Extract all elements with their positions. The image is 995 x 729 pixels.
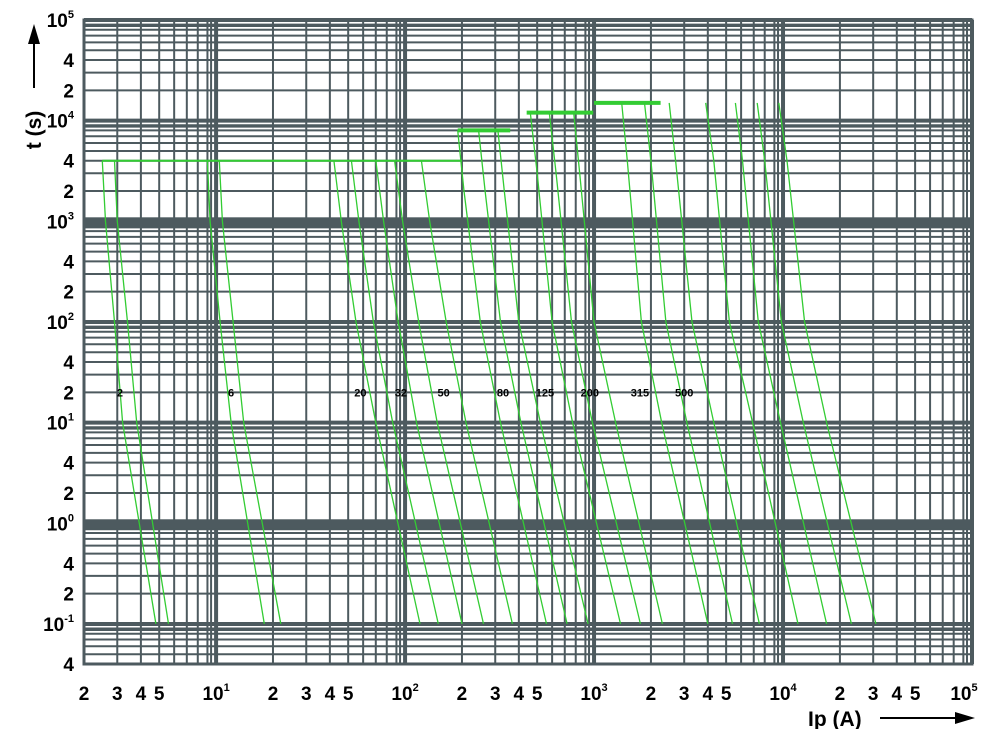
y-tick-label: 2 bbox=[63, 81, 74, 102]
fuse-curve-0 bbox=[101, 160, 157, 625]
fuse-curve-18 bbox=[705, 102, 799, 625]
fuse-curve-3 bbox=[218, 160, 282, 625]
curve-label-2: 2 bbox=[117, 387, 123, 399]
x-tick-label: 5 bbox=[721, 684, 732, 705]
y-tick-label: 4 bbox=[63, 454, 74, 475]
x-tick-label: 3 bbox=[490, 684, 501, 705]
plot-frame bbox=[82, 18, 974, 666]
fuse-curve-11 bbox=[497, 130, 589, 625]
fuse-curve-17 bbox=[668, 102, 761, 625]
fuse-curve-12 bbox=[529, 112, 622, 625]
fuse-curve-20 bbox=[756, 102, 853, 625]
fuse-curve-5 bbox=[350, 160, 439, 625]
curves bbox=[101, 102, 877, 625]
x-tick-label: 4 bbox=[892, 684, 903, 705]
y-tick-label: 4 bbox=[63, 51, 74, 72]
x-tick-label: 105 bbox=[950, 682, 977, 705]
fuse-curve-10 bbox=[477, 130, 568, 625]
x-tick-label: 4 bbox=[325, 684, 336, 705]
x-tick-label: 2 bbox=[835, 684, 846, 705]
y-tick-label: 2 bbox=[63, 283, 74, 304]
x-tick-label: 3 bbox=[301, 684, 312, 705]
x-tick-label: 4 bbox=[703, 684, 714, 705]
y-tick-label: 10-1 bbox=[43, 613, 74, 636]
x-tick-label: 101 bbox=[202, 682, 229, 705]
y-tick-label: 101 bbox=[47, 412, 74, 435]
grid-band bbox=[84, 217, 972, 227]
y-tick-label: 4 bbox=[63, 353, 74, 374]
x-tick-label: 5 bbox=[154, 684, 165, 705]
curve-label-50: 50 bbox=[438, 387, 450, 399]
fuse-curve-6 bbox=[375, 160, 463, 625]
y-tick-label: 102 bbox=[47, 311, 74, 334]
x-axis-title: Ip (A) bbox=[808, 708, 862, 729]
x-axis-arrow-icon bbox=[955, 712, 975, 724]
y-tick-label: 2 bbox=[63, 484, 74, 505]
x-tick-label: 103 bbox=[580, 682, 607, 705]
y-axis-title: t (s) bbox=[23, 111, 46, 150]
y-tick-label: 104 bbox=[47, 110, 75, 133]
curve-label-80: 80 bbox=[497, 387, 509, 399]
grid-band bbox=[84, 519, 972, 529]
y-tick-label: 105 bbox=[47, 9, 74, 32]
y-tick-label: 2 bbox=[63, 585, 74, 606]
x-tick-label: 4 bbox=[514, 684, 525, 705]
curve-labels: 2 6 20 32 50 80 125 200 315 500 bbox=[117, 387, 693, 399]
x-tick-label: 2 bbox=[268, 684, 279, 705]
fuse-curve-19 bbox=[734, 102, 828, 625]
y-axis-arrow-icon bbox=[28, 24, 40, 44]
y-tick-label: 4 bbox=[63, 554, 74, 575]
x-tick-label: 3 bbox=[679, 684, 690, 705]
fuse-curve-4 bbox=[333, 160, 421, 625]
fuse-curve-8 bbox=[420, 160, 514, 625]
fuse-curve-21 bbox=[778, 102, 877, 625]
curve-label-32: 32 bbox=[395, 387, 407, 399]
fuse-curve-13 bbox=[548, 112, 642, 625]
fuse-curve-2 bbox=[206, 160, 265, 625]
x-tick-label: 104 bbox=[769, 682, 797, 705]
fuse-curve-14 bbox=[573, 112, 664, 625]
x-tick-label: 5 bbox=[910, 684, 921, 705]
fuse-curve-9 bbox=[457, 130, 548, 625]
y-tick-label: 4 bbox=[63, 152, 74, 173]
x-tick-label: 3 bbox=[112, 684, 123, 705]
plateaus bbox=[102, 100, 661, 162]
x-tick-label: 3 bbox=[868, 684, 879, 705]
y-tick-label: 2 bbox=[63, 182, 74, 203]
x-tick-label: 2 bbox=[79, 684, 90, 705]
curve-label-200: 200 bbox=[581, 387, 599, 399]
fuse-curve-1 bbox=[113, 160, 170, 625]
y-tick-label: 2 bbox=[63, 383, 74, 404]
curve-label-125: 125 bbox=[536, 387, 554, 399]
curve-label-500: 500 bbox=[675, 387, 693, 399]
y-tick-label: 4 bbox=[63, 655, 74, 676]
y-tick-label: 100 bbox=[47, 512, 74, 535]
x-tick-label: 5 bbox=[532, 684, 543, 705]
x-tick-label: 5 bbox=[343, 684, 354, 705]
fuse-curve-7 bbox=[393, 160, 485, 625]
y-tick-label: 4 bbox=[63, 252, 74, 273]
x-tick-label: 2 bbox=[457, 684, 468, 705]
y-tick-label: 103 bbox=[47, 210, 74, 233]
x-tick-labels: 2 3 4 5 101 2 3 4 5 102 2 3 4 5 103 2 3 4 5 104 2 3 4 5 105 bbox=[79, 682, 978, 705]
y-axis-title-group: t (s) bbox=[23, 24, 46, 149]
y-tick-labels: 105 4 2 104 4 2 103 4 2 102 4 2 101 4 2 100 4 2 10-1 4 bbox=[43, 9, 75, 676]
x-tick-label: 2 bbox=[646, 684, 657, 705]
curve-label-315: 315 bbox=[631, 387, 649, 399]
x-tick-label: 102 bbox=[391, 682, 418, 705]
x-tick-label: 4 bbox=[136, 684, 147, 705]
curve-label-6: 6 bbox=[228, 387, 234, 399]
curve-label-20: 20 bbox=[354, 387, 366, 399]
fuse-curve-15 bbox=[621, 102, 709, 625]
x-axis-title-group: Ip (A) bbox=[808, 708, 975, 729]
fuse-curve-16 bbox=[643, 102, 734, 625]
